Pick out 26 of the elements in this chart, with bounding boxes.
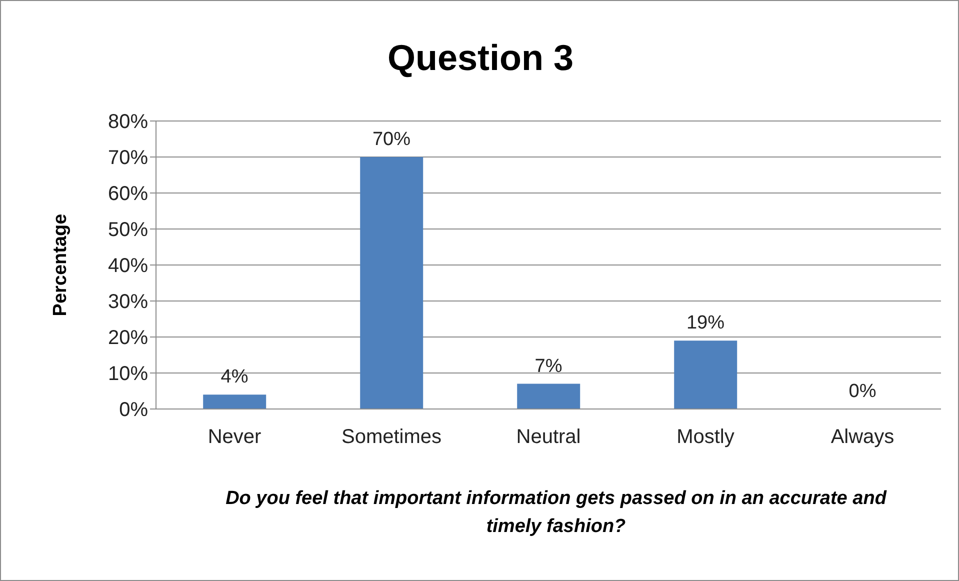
x-tick-label: Never	[208, 426, 262, 448]
y-tick-label: 30%	[108, 291, 148, 314]
bar	[674, 340, 738, 409]
y-tick-label: 80%	[108, 111, 148, 134]
data-label: 70%	[372, 129, 411, 150]
bar	[517, 384, 580, 409]
bar	[203, 394, 266, 409]
x-axis-title: Do you feel that important information gets passed on in an accurate and timely fashion?	[224, 487, 888, 539]
y-tick-label: 60%	[108, 183, 148, 206]
y-tick-label: 40%	[108, 255, 148, 278]
y-tick-label: 0%	[119, 399, 148, 422]
bar	[360, 157, 424, 409]
y-tick-label: 20%	[108, 327, 148, 350]
x-tick-label: Mostly	[676, 426, 734, 448]
data-label: 19%	[686, 312, 725, 334]
y-axis-title: Percentage	[50, 214, 72, 316]
data-label: 7%	[534, 356, 562, 377]
x-tick-label: Neutral	[516, 426, 581, 448]
y-tick-label: 10%	[108, 363, 148, 386]
x-tick-label: Sometimes	[341, 426, 442, 448]
y-tick-label: 50%	[108, 219, 148, 242]
y-tick-label: 70%	[108, 147, 148, 170]
chart-title: Question 3	[386, 37, 575, 79]
data-label: 4%	[220, 366, 248, 388]
data-label: 0%	[848, 381, 876, 402]
x-tick-label: Always	[830, 426, 894, 448]
